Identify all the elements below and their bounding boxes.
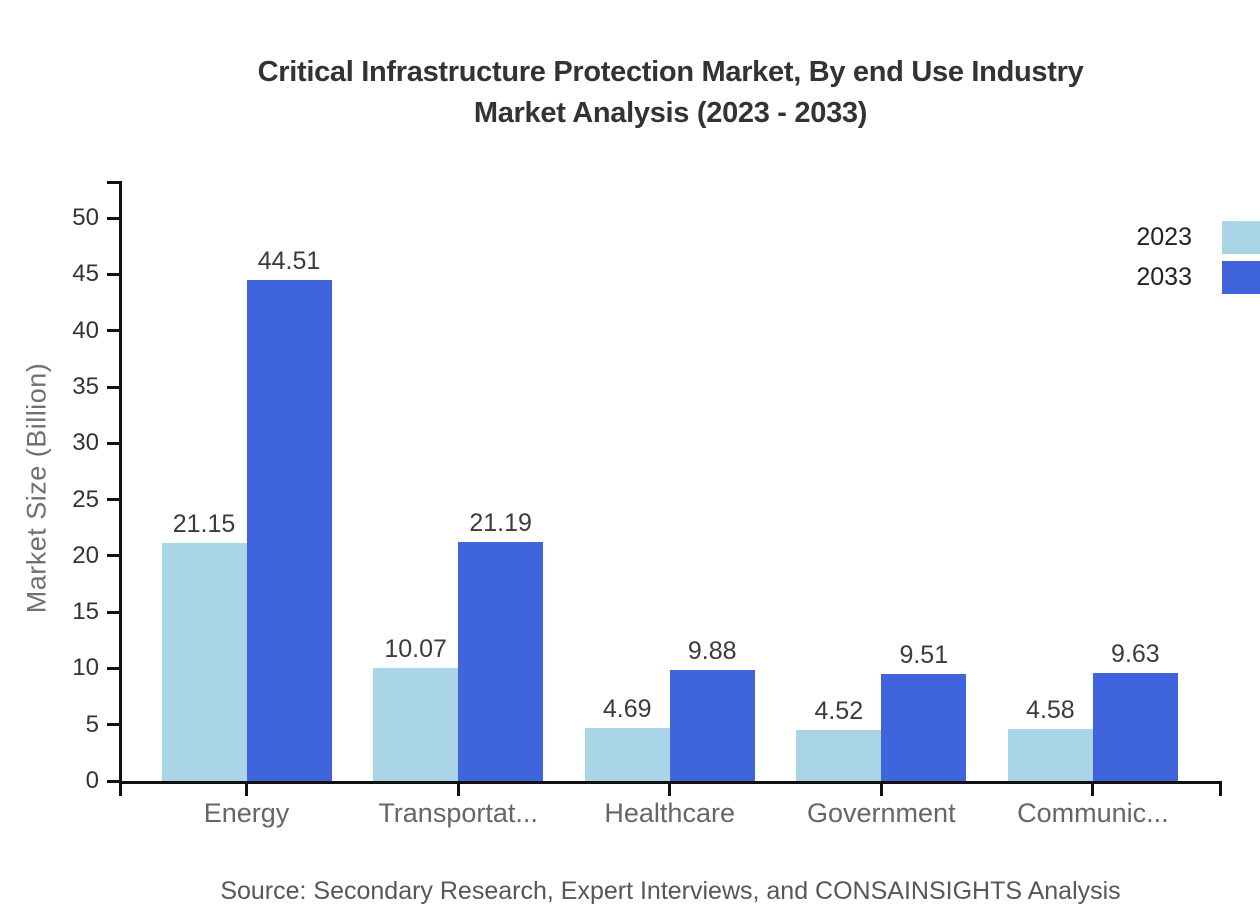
bar-value-label: 21.15 (172, 509, 236, 538)
legend-label-2033: 2033 (1136, 263, 1192, 291)
y-tick-label: 10 (72, 654, 99, 682)
legend-swatch-2033 (1222, 261, 1260, 294)
x-category-tick (879, 781, 883, 796)
bar-value-label: 4.69 (602, 695, 652, 724)
bar-value-label: 9.63 (1111, 639, 1160, 668)
x-category-tick (456, 781, 460, 796)
legend-item-2023: 2023 (1136, 221, 1260, 254)
y-tick (107, 498, 119, 502)
bar-value-label: 10.07 (384, 634, 447, 663)
chart-title-line2: Market Analysis (2023 - 2033) (473, 97, 868, 129)
bar-2033-3 (669, 669, 755, 781)
x-category-label: Communic... (1017, 798, 1169, 828)
x-category-tick (668, 781, 672, 796)
y-tick-label: 30 (72, 429, 99, 457)
y-tick (107, 779, 119, 783)
bar-value-label: 9.88 (687, 636, 737, 665)
y-tick-label: 20 (72, 541, 99, 569)
y-tick-label: 0 (85, 767, 99, 794)
bar-value-label: 21.19 (469, 509, 532, 538)
x-category-label: Government (807, 798, 956, 828)
x-axis-right-end-tick (1219, 781, 1222, 796)
y-tick (107, 723, 119, 727)
plot-area: 0 5 10 15 20 25 30 35 40 45 50 21.15 44.51 Energy 10.0… (72, 181, 1260, 861)
y-tick (107, 329, 119, 333)
y-tick (107, 610, 119, 614)
bar-value-label: 4.52 (814, 697, 864, 726)
y-tick-label: 15 (72, 598, 99, 626)
y-tick (107, 441, 119, 445)
bar-value-label: 9.51 (899, 640, 949, 669)
legend-swatch-2023 (1222, 221, 1260, 254)
y-tick (107, 666, 119, 670)
bar-value-label: 4.58 (1026, 696, 1075, 725)
y-axis-line (119, 181, 122, 796)
bar-2023-4 (796, 730, 882, 781)
x-category-label: Healthcare (604, 798, 735, 828)
bar-value-label: 44.51 (257, 246, 321, 275)
bar-2033-5 (1092, 672, 1178, 781)
x-category-label: Transportat... (378, 798, 538, 828)
y-tick-label: 35 (72, 373, 99, 400)
y-tick (107, 216, 119, 220)
legend: 2023 2033 (1136, 221, 1260, 294)
y-tick (107, 272, 119, 276)
y-tick-label: 5 (85, 710, 99, 738)
y-tick (107, 554, 119, 558)
chart-title-line1: Critical Infrastructure Protection Marke… (257, 56, 1084, 88)
chart-title: Critical Infrastructure Protection Marke… (0, 52, 1260, 134)
legend-label-2023: 2023 (1136, 223, 1192, 251)
y-tick-label: 25 (72, 485, 99, 513)
y-tick (107, 385, 119, 389)
bar-2023-3 (584, 728, 670, 781)
source-note: Source: Secondary Research, Expert Inter… (220, 877, 1121, 905)
x-category-label: Energy (203, 798, 290, 828)
y-axis-top-end-tick (107, 181, 119, 184)
x-category-tick (1091, 781, 1095, 796)
y-tick-label: 40 (72, 316, 99, 344)
bar-2023-1 (161, 542, 247, 781)
bar-2023-5 (1007, 729, 1093, 781)
legend-item-2033: 2033 (1136, 261, 1260, 294)
bar-2033-4 (881, 673, 967, 781)
y-tick-label: 50 (72, 204, 99, 232)
y-tick-label: 45 (72, 260, 99, 288)
bar-2033-2 (458, 542, 544, 781)
x-category-tick (245, 781, 248, 796)
bar-2033-1 (246, 279, 332, 781)
bar-2023-2 (373, 667, 459, 781)
